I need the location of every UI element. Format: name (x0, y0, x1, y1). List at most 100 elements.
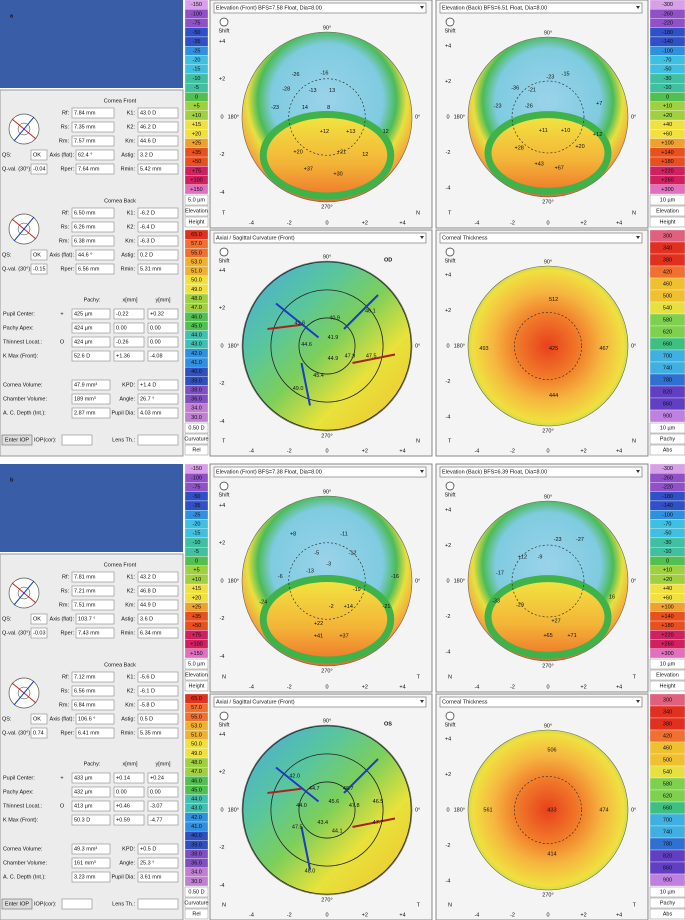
scale-label: 420 (663, 269, 672, 275)
scale-label: +20 (663, 577, 672, 583)
map-disc (468, 266, 628, 426)
value-box (137, 713, 179, 725)
scale-label: -50 (664, 531, 672, 537)
row-label: Angle: (119, 860, 135, 866)
map-dropdown[interactable] (213, 2, 427, 14)
value-box (137, 871, 179, 883)
value: 103.7 ° (78, 616, 96, 622)
scale-label: 45.0 (191, 323, 202, 329)
x-tick-label: -2 (510, 448, 515, 454)
value: OK (33, 252, 41, 258)
scale-label: 47.0 (191, 305, 202, 311)
value: OK (33, 152, 41, 158)
scale-label: 41.0 (191, 360, 202, 366)
value-box (71, 221, 115, 233)
y-tick-label: +2 (445, 772, 451, 778)
value: -4.08 (150, 353, 163, 359)
zoom-icon[interactable] (445, 247, 455, 257)
value: 3.61 mm (140, 874, 162, 880)
enter-iop-button[interactable] (1, 434, 33, 446)
map-value: 16 (609, 594, 615, 600)
x-tick-label: +4 (399, 684, 405, 690)
y-tick-label: 0 (446, 807, 449, 813)
value-box (71, 322, 111, 334)
zoom-icon[interactable] (219, 17, 229, 27)
icon-ring (17, 686, 31, 700)
map-value: -12 (349, 550, 357, 556)
map-dropdown[interactable] (439, 696, 643, 708)
zoom-icon[interactable] (219, 481, 229, 491)
map-value: 414 (547, 851, 556, 857)
value-box (113, 336, 145, 348)
map-value: +28 (515, 146, 524, 152)
x-tick-label: +2 (580, 684, 586, 690)
scale-footer: Pachy (660, 436, 676, 442)
value: 7.12 mm (74, 674, 96, 680)
map-value: 44.6 (301, 342, 312, 348)
scale-footer-box (184, 205, 209, 217)
x-tick-label: 0 (546, 912, 549, 918)
value: 433 µm (74, 775, 93, 781)
map-value: +65 (543, 633, 552, 639)
map-dropdown[interactable] (213, 232, 427, 244)
y-tick-label: +2 (445, 308, 451, 314)
zoom-icon[interactable] (445, 711, 455, 721)
dropdown-arrow (636, 700, 640, 703)
scale-label: 580 (663, 781, 672, 787)
scale-label: 660 (663, 805, 672, 811)
scale-label: 46.0 (191, 314, 202, 320)
scale-label: 51.0 (191, 733, 202, 739)
map-value: +13 (346, 129, 355, 135)
map-dropdown[interactable] (213, 466, 427, 478)
meridian (267, 323, 302, 330)
row-label: A. C. Depth (Int.): (3, 874, 46, 880)
field-label: Q-val. (30°): (2, 730, 32, 736)
value: -3.07 (150, 803, 163, 809)
field-label: Rmin: (121, 166, 136, 172)
value: 106.6 ° (78, 716, 96, 722)
dropdown-arrow (636, 236, 640, 239)
value-box (147, 336, 179, 348)
scale-label: -300 (662, 466, 673, 472)
scale-label: -180 (662, 30, 673, 36)
value-box (71, 585, 115, 597)
scale-footer: Height (660, 219, 676, 225)
x-tick-label: 0 (325, 684, 328, 690)
value-box (113, 814, 145, 826)
value-box (137, 843, 179, 855)
field-label: K2: (127, 224, 136, 230)
map-value: 561 (483, 807, 492, 813)
map-dropdown[interactable] (439, 2, 643, 14)
field-label: Rf: (62, 110, 70, 116)
zoom-icon[interactable] (219, 247, 229, 257)
map-value: -23 (271, 105, 279, 111)
map-dropdown[interactable] (439, 466, 643, 478)
value: 0.00 (116, 789, 127, 795)
scale-label: -10 (664, 85, 672, 91)
scale-label: +25 (192, 605, 201, 611)
zone-circle (288, 542, 366, 620)
scale-footer-box (649, 897, 685, 909)
map-value: 41.6 (294, 321, 305, 327)
scale-label: -100 (662, 48, 673, 54)
zoom-icon[interactable] (219, 711, 229, 721)
scale-label: -25 (193, 512, 201, 518)
angle-label: 180° (228, 343, 239, 349)
scale-label: +140 (661, 150, 673, 156)
icon-line (13, 116, 35, 142)
map-title: Elevation (Back) BFS=6.39 Float, Dia=8.0… (442, 469, 547, 475)
side-label: T (633, 674, 637, 680)
x-tick-label: +4 (399, 220, 405, 226)
map-dropdown[interactable] (439, 232, 643, 244)
map-dropdown[interactable] (213, 696, 427, 708)
value-box (137, 135, 179, 147)
zoom-icon[interactable] (445, 17, 455, 27)
scale-label: 45.0 (191, 787, 202, 793)
value-box (71, 350, 111, 362)
field-label: Q-val. (30°): (2, 266, 32, 272)
enter-iop-button[interactable] (1, 898, 33, 910)
value: -0.03 (33, 630, 46, 636)
button-label: Enter IOP (5, 901, 29, 907)
x-tick-label: -4 (474, 684, 479, 690)
zoom-icon[interactable] (445, 481, 455, 491)
